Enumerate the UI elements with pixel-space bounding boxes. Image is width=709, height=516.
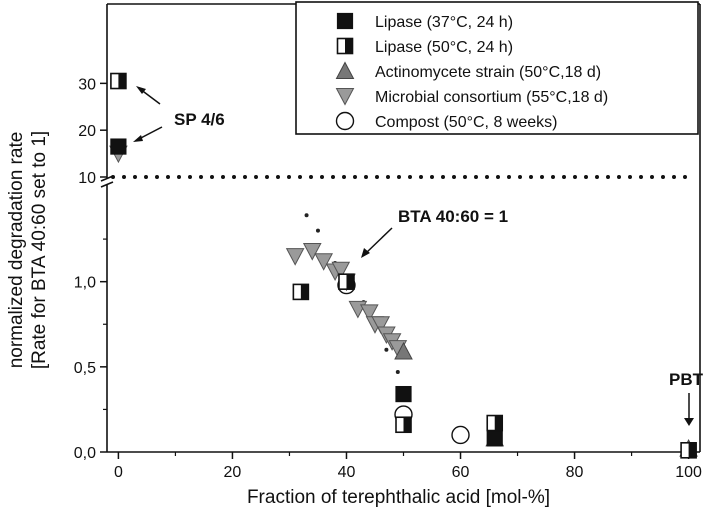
legend-marker <box>335 88 355 106</box>
legend-marker <box>335 111 355 131</box>
point-square-half-fill <box>688 442 697 458</box>
y-axis-title-line-2: [Rate for BTA 40:60 set to 1] <box>29 131 50 369</box>
x-tick-label: 0 <box>114 464 123 481</box>
legend-marker <box>336 12 354 30</box>
legend-marker <box>335 61 355 79</box>
annotation-arrowhead <box>361 248 370 258</box>
annotations: SP 4/6 BTA 40:60 = 1 PBT <box>133 86 704 426</box>
y-tick-label: 10 <box>78 170 96 187</box>
point-square-half-fill <box>494 415 503 431</box>
point-circle-open <box>451 425 470 445</box>
legend-label: Compost (50°C, 8 weeks) <box>375 114 557 131</box>
x-axis-title: Fraction of terephthalic acid [mol-%] <box>247 487 550 508</box>
point-triangle-down <box>302 243 322 261</box>
point-square-filled <box>486 430 503 447</box>
point-square-half <box>110 72 127 90</box>
trend-dot <box>304 213 309 218</box>
y-tick-label: 30 <box>78 76 96 93</box>
legend-label: Actinomycete strain (50°C,18 d) <box>375 64 601 81</box>
point-triangle-down <box>359 304 379 322</box>
annotation-arrowhead <box>133 135 143 142</box>
y-tick-label: 1,0 <box>74 275 96 292</box>
legend-label: Lipase (37°C, 24 h) <box>375 14 513 31</box>
legend-marker <box>336 37 354 55</box>
annotation-arrowhead <box>136 86 146 94</box>
x-tick-label: 100 <box>675 464 702 481</box>
annotation-bta: BTA 40:60 = 1 <box>398 207 508 226</box>
x-tick-label: 60 <box>452 464 470 481</box>
point-triangle-down <box>331 261 351 280</box>
legend-marker-fill <box>345 38 353 54</box>
point-square-half-fill <box>300 284 309 300</box>
y-axis-title-line-1: normalized degradation rate <box>6 132 27 369</box>
point-square-half <box>338 273 355 290</box>
y-tick-label: 0,0 <box>74 445 96 462</box>
annotation-arrowhead <box>684 418 694 426</box>
point-square-half <box>395 416 412 434</box>
point-square-half <box>680 441 697 459</box>
x-tick-label: 40 <box>338 464 356 481</box>
point-triangle-down <box>314 253 334 271</box>
annotation-sp46: SP 4/6 <box>174 110 225 129</box>
point-square-half-fill <box>346 274 354 290</box>
legend-label: Lipase (50°C, 24 h) <box>375 39 513 56</box>
annotation-pbt: PBT <box>669 370 704 389</box>
point-square-filled <box>395 385 412 403</box>
x-tick-label: 80 <box>566 464 584 481</box>
annotation-arrow <box>364 227 393 255</box>
point-square-half-fill <box>403 417 411 433</box>
trend-dot <box>384 347 389 352</box>
trend-dot <box>395 369 400 374</box>
y-axis-title: normalized degradation rate [Rate for BTA… <box>6 131 50 369</box>
axis-break-mark <box>100 175 114 182</box>
axes: 0 20 40 60 80 100 0,0 0,5 1,0 10 20 30 Fraction of t… <box>6 3 702 508</box>
legend: Lipase (37°C, 24 h) Lipase (50°C, 24 h) Ac… <box>295 1 699 135</box>
x-tick-label: 20 <box>224 464 242 481</box>
point-square-half <box>292 283 310 301</box>
point-triangle-up <box>394 341 413 360</box>
y-tick-label: 20 <box>78 123 96 140</box>
legend-box <box>295 1 699 135</box>
axis-break-mark <box>100 181 114 188</box>
point-triangle-down <box>371 316 391 334</box>
data-points <box>109 72 698 459</box>
trend-dot <box>315 228 320 233</box>
point-triangle-down <box>285 248 305 266</box>
legend-label: Microbial consortium (55°C,18 d) <box>375 89 608 106</box>
point-square-half <box>486 414 504 432</box>
y-tick-label: 0,5 <box>74 360 96 377</box>
point-square-half-fill <box>118 73 126 89</box>
point-square-filled <box>110 138 127 155</box>
